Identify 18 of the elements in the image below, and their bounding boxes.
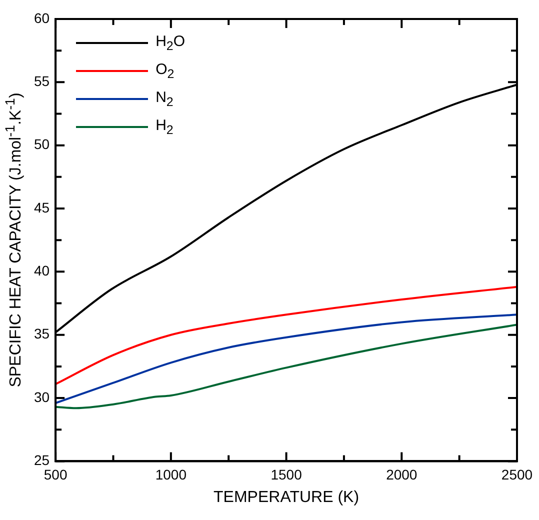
y-tick-label: 30 (34, 388, 50, 405)
x-axis-title: TEMPERATURE (K) (212, 489, 360, 508)
y-tick-label: 55 (34, 73, 50, 90)
y-tick-label: 25 (34, 452, 50, 468)
legend-label: H$_{2}$ (156, 117, 174, 137)
x-tick-label: 500 (44, 466, 68, 482)
x-tick-label: 1000 (155, 466, 187, 482)
y-tick-label: 60 (34, 10, 50, 26)
y-tick-label: 35 (34, 326, 50, 342)
x-tick-label: 2000 (386, 466, 418, 482)
legend-label: H$_{2}$O (156, 33, 186, 53)
legend-label: N$_{2}$ (156, 89, 174, 109)
x-tick-label: 2500 (501, 466, 533, 482)
y-tick-label: 50 (34, 136, 50, 152)
legend-label: O$_{2}$ (156, 61, 174, 81)
y-tick-label: 40 (34, 262, 50, 279)
y-tick-label: 45 (34, 199, 50, 216)
x-tick-label: 1500 (270, 466, 302, 482)
